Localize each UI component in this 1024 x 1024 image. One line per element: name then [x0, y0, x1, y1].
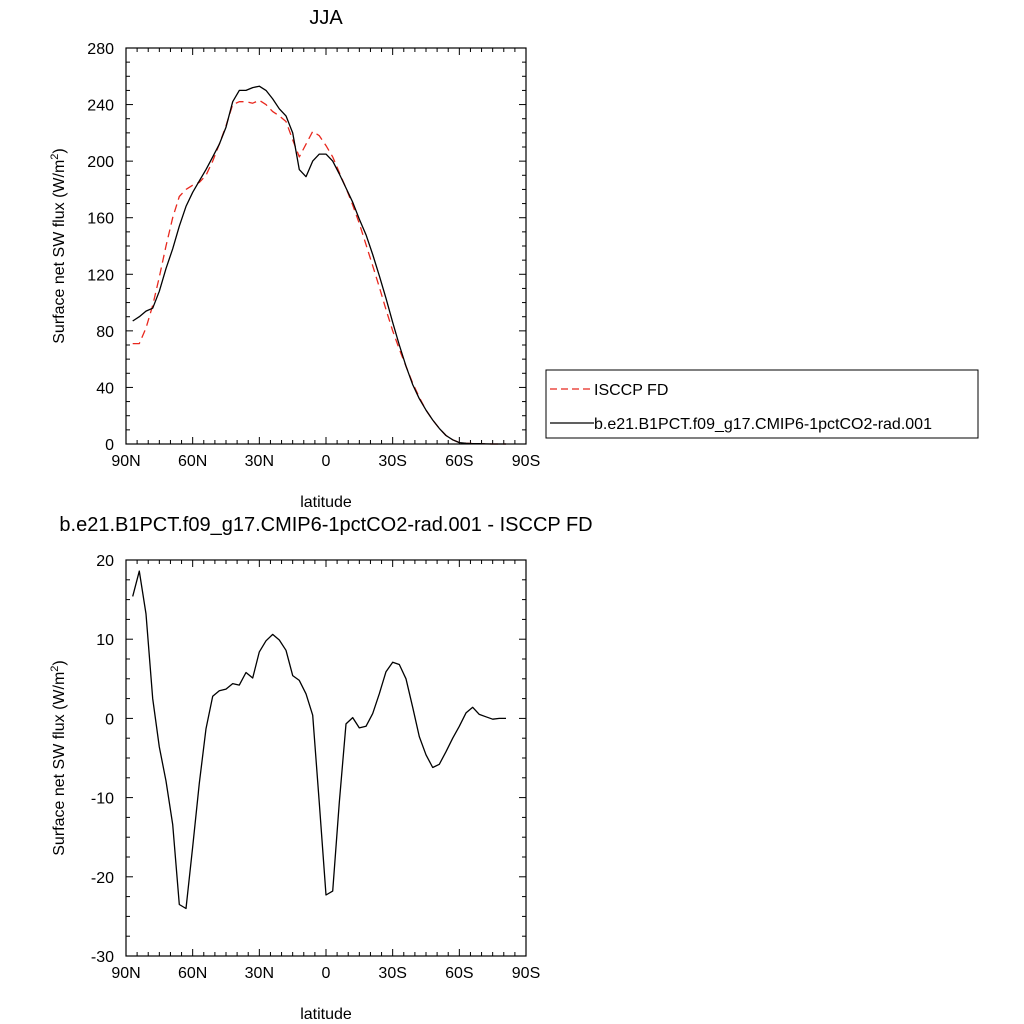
x-tick-label: 60S: [445, 453, 473, 470]
y-tick-label: 280: [87, 41, 114, 58]
y-tick-label: -30: [91, 949, 114, 966]
bottom-y-axis-label: Surface net SW flux (W/m2): [49, 660, 68, 856]
series-line-isccp: [132, 99, 506, 445]
top-plot-ticks: 90N 60N 30N 0 30S 60S 90S 0 40 80 120 160 200 240 280: [87, 41, 540, 470]
x-tick-label: 30S: [378, 965, 406, 982]
top-y-axis-label: Surface net SW flux (W/m2): [49, 148, 68, 344]
x-tick-label: 0: [322, 453, 331, 470]
top-panel: JJA 90N 60N 30N 0 30S 60S 90S 0 40 80 120 160 200 240…: [49, 7, 540, 511]
x-tick-label: 60S: [445, 965, 473, 982]
top-plot-frame: [125, 47, 527, 445]
x-tick-label: 30S: [378, 453, 406, 470]
top-plot-series: [132, 85, 506, 445]
bottom-plot-frame: [125, 559, 527, 957]
bottom-plot-title: b.e21.B1PCT.f09_g17.CMIP6-1pctCO2-rad.00…: [59, 514, 592, 536]
legend-label-model: b.e21.B1PCT.f09_g17.CMIP6-1pctCO2-rad.00…: [594, 416, 932, 433]
bottom-x-axis-label: latitude: [300, 1006, 352, 1023]
x-tick-label: 30N: [245, 965, 274, 982]
x-tick-label: 0: [322, 965, 331, 982]
x-tick-label: 90N: [111, 965, 140, 982]
legend-box: [545, 369, 979, 439]
y-tick-label: 160: [87, 211, 114, 228]
y-tick-label: 0: [105, 437, 114, 454]
y-tick-label: -20: [91, 870, 114, 887]
series-line-model: [132, 85, 506, 445]
bottom-panel: b.e21.B1PCT.f09_g17.CMIP6-1pctCO2-rad.00…: [49, 514, 593, 1023]
x-tick-label: 30N: [245, 453, 274, 470]
y-tick-label: 80: [96, 324, 114, 341]
y-tick-label: 200: [87, 154, 114, 171]
y-tick-label: 120: [87, 267, 114, 284]
x-tick-label: 60N: [178, 965, 207, 982]
y-tick-label: 240: [87, 98, 114, 115]
bottom-plot-ticks: 90N 60N 30N 0 30S 60S 90S -30 -20 -10 0 10 20: [91, 553, 540, 982]
x-tick-label: 90S: [512, 453, 540, 470]
x-tick-label: 60N: [178, 453, 207, 470]
series-line-model: [132, 570, 506, 910]
y-tick-label: 10: [96, 632, 114, 649]
top-x-axis-label: latitude: [300, 494, 352, 511]
x-tick-label: 90S: [512, 965, 540, 982]
legend-label-isccp: ISCCP FD: [594, 382, 668, 399]
y-tick-label: 0: [105, 711, 114, 728]
top-plot-title: JJA: [309, 7, 343, 29]
y-tick-label: 40: [96, 380, 114, 397]
legend: ISCCP FD b.e21.B1PCT.f09_g17.CMIP6-1pctC…: [545, 369, 979, 439]
x-tick-label: 90N: [111, 453, 140, 470]
y-tick-label: -10: [91, 791, 114, 808]
y-tick-label: 20: [96, 553, 114, 570]
bottom-plot-series: [132, 570, 506, 910]
